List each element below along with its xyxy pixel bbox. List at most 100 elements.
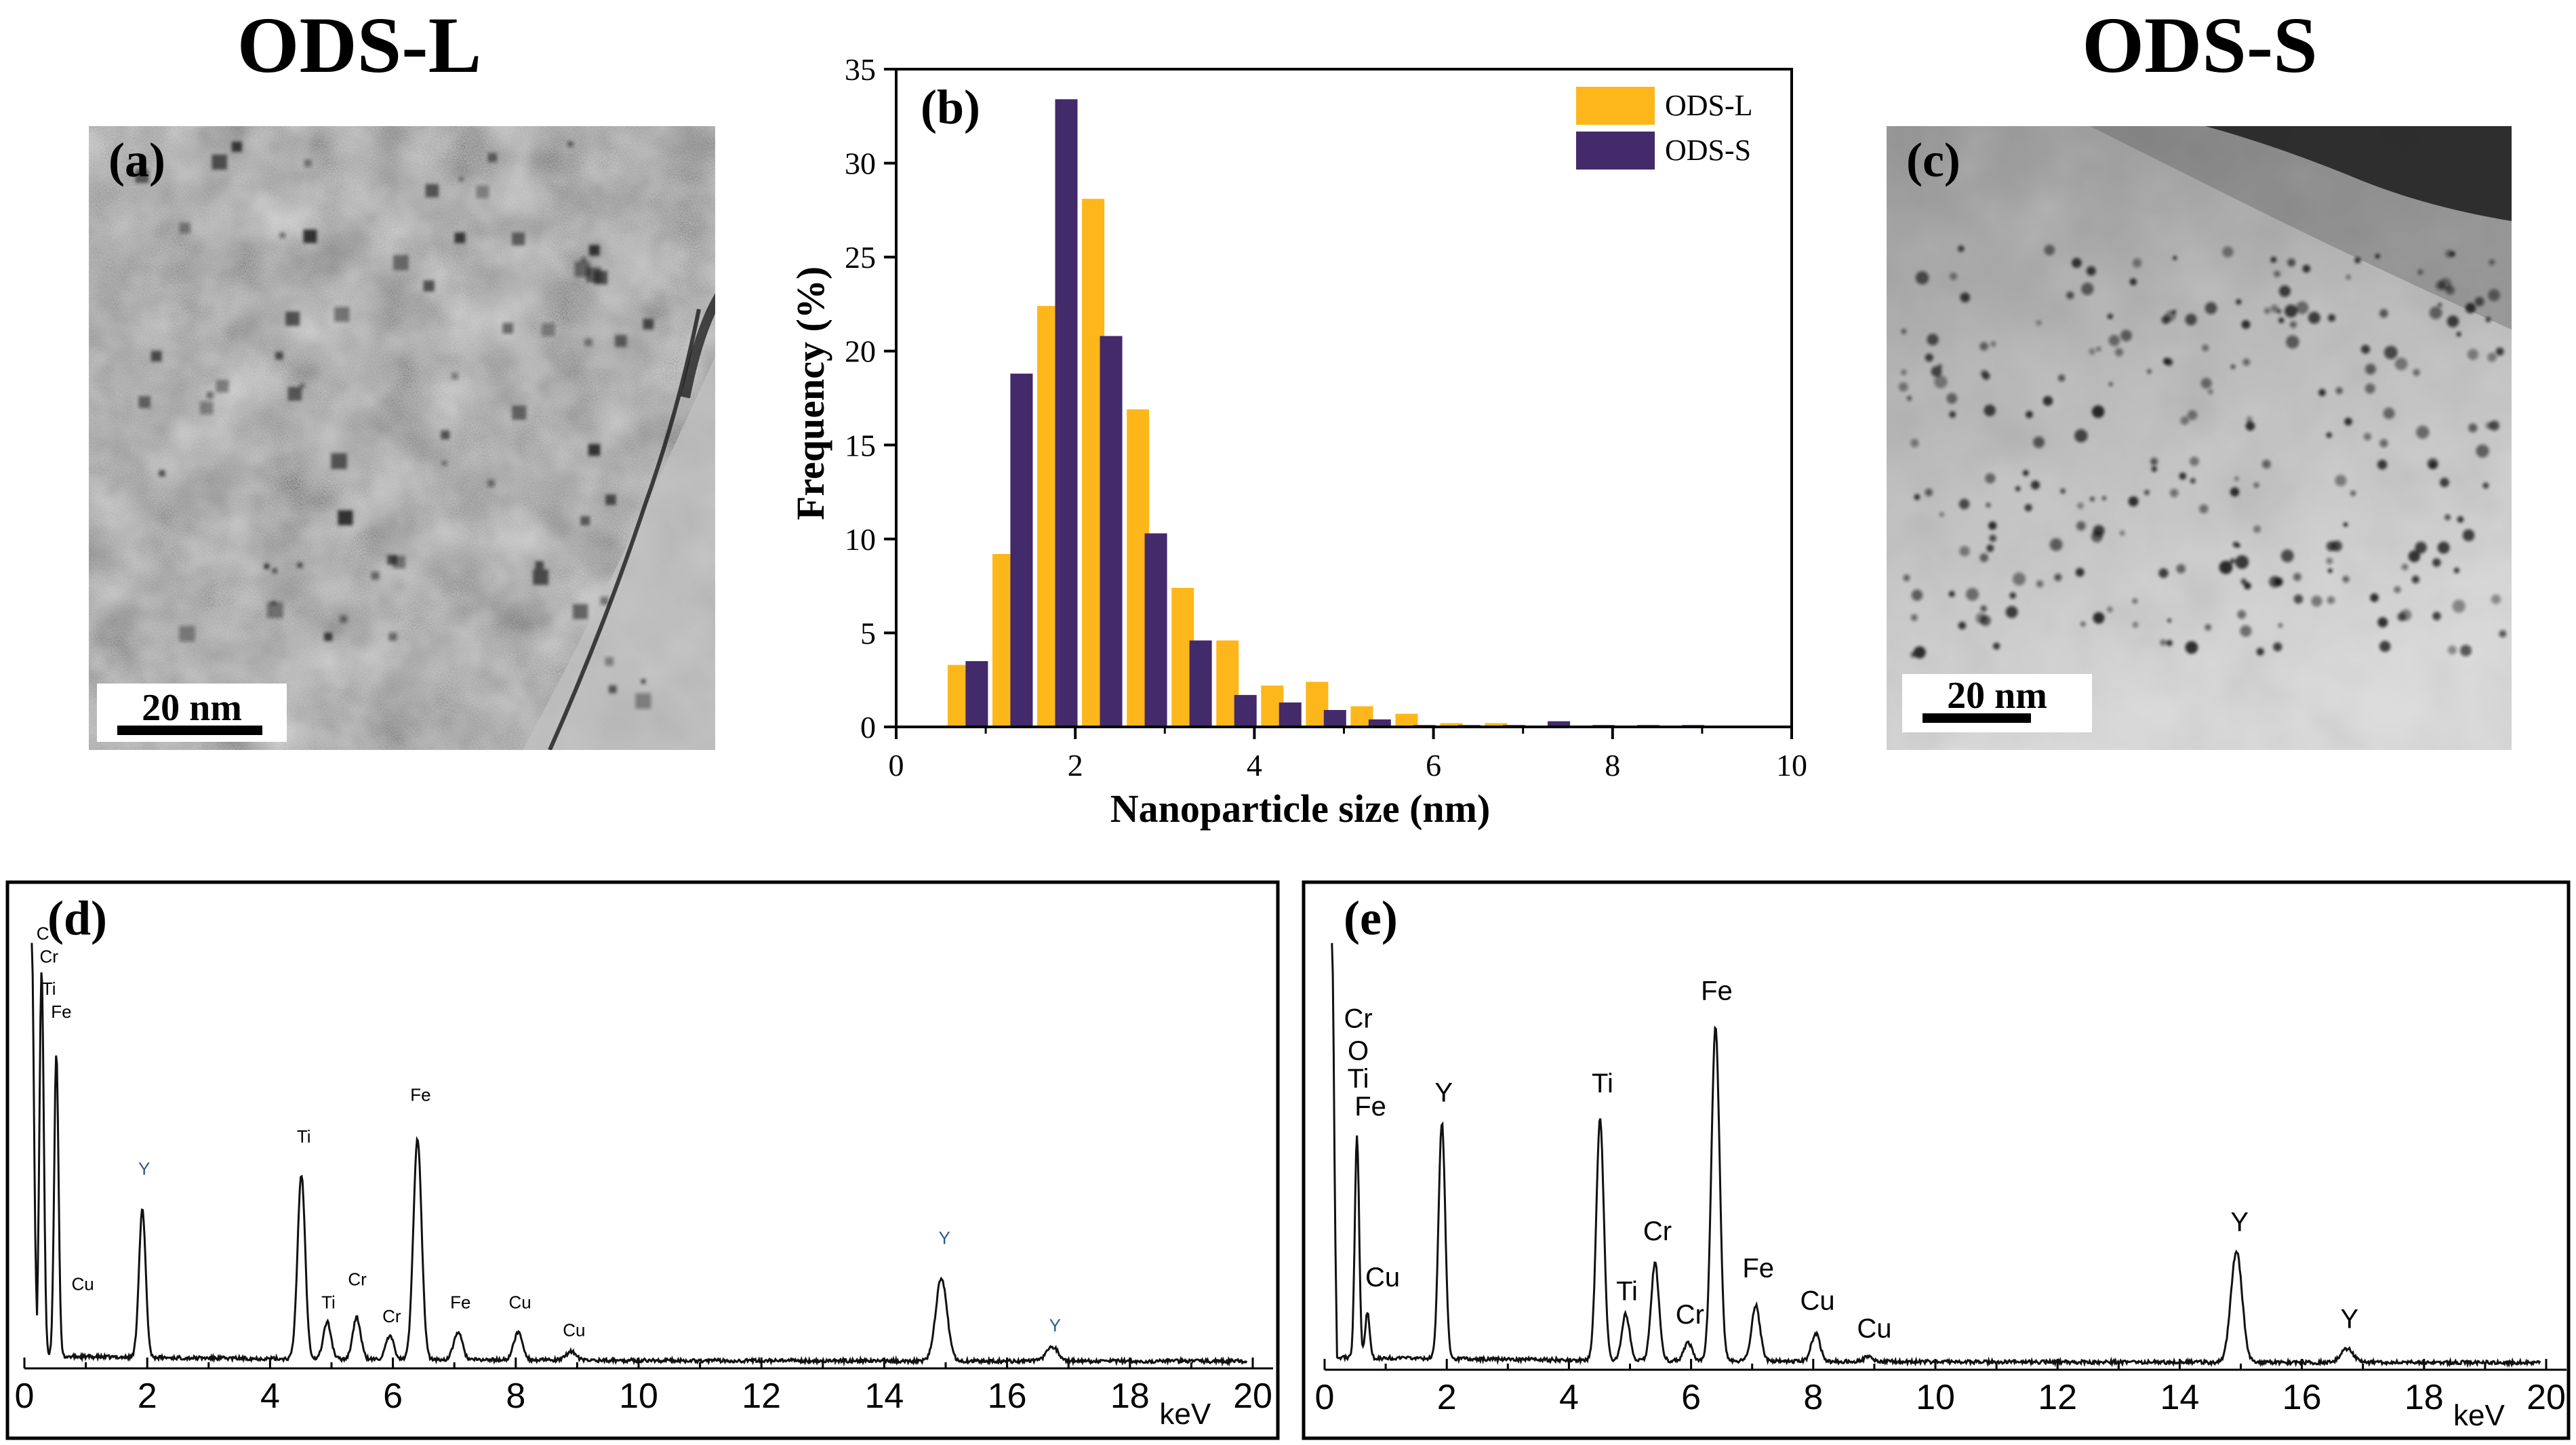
nanoparticle [487,479,495,487]
nanoparticle [441,430,450,439]
nanoparticle [2487,353,2497,362]
nanoparticle [297,562,303,568]
nanoparticle [441,460,447,467]
nanoparticle [476,185,489,199]
nanoparticle [2202,344,2209,352]
nanoparticle [594,271,607,285]
nanoparticle [2327,568,2333,573]
nanoparticle [2308,311,2320,324]
size-histogram: 0 2 4 6 8 10 0 5 10 15 20 25 30 35 Nanoparticle size … [788,52,1807,831]
nanoparticle [1939,512,1944,517]
nanoparticle [2417,269,2423,275]
nanoparticle [2326,541,2337,552]
nanoparticle [2411,575,2420,584]
nanoparticle [138,396,150,408]
eds-x-tick-label: 6 [1681,1378,1701,1417]
nanoparticle [2363,433,2371,441]
nanoparticle [2263,307,2271,315]
nanoparticle [1931,365,1942,377]
y-tick-label: 5 [860,616,876,650]
nanoparticle [2253,525,2261,533]
nanoparticle [179,222,190,234]
nanoparticle [643,319,654,330]
nanoparticle [2115,348,2123,357]
nanoparticle [588,443,601,456]
eds-peak-label: Y [939,1227,950,1248]
nanoparticle [2485,317,2491,323]
nanoparticle [388,633,397,641]
nanoparticle [2042,396,2053,406]
eds-peak-label: Y [1434,1077,1453,1107]
nanoparticle [2151,466,2158,472]
nanoparticle [2377,459,2388,470]
nanoparticle [2230,364,2236,370]
nanoparticle [2293,572,2301,581]
nanoparticle [2415,541,2427,554]
nanoparticle [2394,586,2401,593]
eds-x-tick-label: 8 [506,1377,525,1416]
eds-peak-label: Y [2230,1207,2249,1237]
nanoparticle [459,177,464,182]
nanoparticle [2343,522,2348,527]
nanoparticle [1975,612,1987,624]
nanoparticle [2066,291,2074,300]
nanoparticle [2049,538,2063,551]
nanoparticle [2447,315,2459,328]
nanoparticle [2160,639,2167,646]
nanoparticle [512,405,527,420]
nanoparticle [1898,382,1908,392]
nanoparticle [573,603,588,619]
nanoparticle [2394,357,2408,370]
title-ods-l: ODS-L [237,1,482,90]
scale-bar-a-line [117,726,262,735]
eds-peak-label: Cu [509,1292,531,1313]
nanoparticle [2200,378,2212,389]
nanoparticle [2326,557,2333,565]
eds-x-tick-label: 18 [2404,1378,2444,1417]
eds-peak-label: Ti [1616,1277,1638,1307]
eds-peak-label: Cr [1643,1216,1672,1246]
nanoparticle [2318,389,2326,397]
nanoparticle [2075,568,2085,577]
nanoparticle [1986,502,1991,508]
panel-label-a: (a) [108,133,165,187]
eds-x-tick-label: 20 [2527,1378,2566,1417]
nanoparticle [2241,320,2251,329]
nanoparticle [2274,271,2280,277]
eds-e-spectrum-line [1331,943,2541,1368]
histogram-bar-ods-s [1100,336,1123,727]
tem-image-ods-l [89,126,715,750]
y-tick-label: 20 [845,334,876,369]
tem-image-ods-l-graphic [89,126,715,750]
nanoparticle [331,453,347,469]
nanoparticle [2311,595,2322,607]
nanoparticle [2370,593,2379,602]
nanoparticle [2462,529,2475,542]
nanoparticle [2335,387,2343,395]
scale-bar-c-label: 20 nm [1947,675,2047,717]
histogram-bar-ods-s [1279,702,1302,727]
x-tick-label: 8 [1605,748,1620,783]
nanoparticle [2169,488,2179,498]
nanoparticle [1914,494,1920,500]
nanoparticle [2456,332,2461,337]
eds-x-tick-label: 12 [742,1377,781,1416]
eds-peak-label: C [37,924,49,944]
nanoparticle [1948,591,1955,597]
nanoparticle [200,401,214,414]
nanoparticle [2185,641,2198,654]
nanoparticle [2375,254,2380,259]
title-ods-s: ODS-S [2082,1,2318,90]
nanoparticle [2457,516,2464,523]
nanoparticle [1911,589,1923,601]
nanoparticle [2132,258,2142,268]
y-tick-label: 30 [845,146,876,181]
nanoparticle [423,280,435,292]
histogram-y-label: Frequency (%) [788,266,832,520]
nanoparticle [1986,544,1994,552]
nanoparticle [2438,302,2442,307]
nanoparticle [2036,320,2042,326]
eds-peak-label: Cr [1676,1300,1704,1330]
nanoparticle [2101,496,2107,500]
eds-peak-label: Fe [1742,1254,1774,1284]
